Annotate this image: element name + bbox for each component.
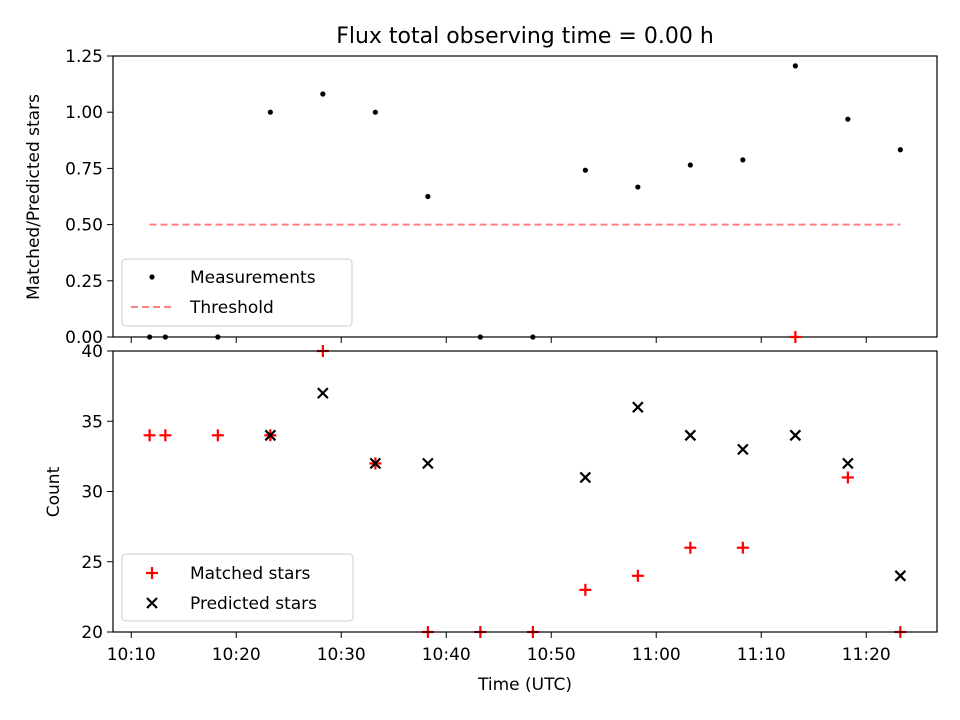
measurement-point bbox=[845, 116, 851, 122]
legend-measurements-marker bbox=[149, 274, 155, 280]
predicted-star-point bbox=[422, 457, 434, 470]
legend-matched-label: Matched stars bbox=[190, 564, 310, 584]
count-y-tick-label: 35 bbox=[81, 412, 103, 432]
measurement-point bbox=[740, 157, 746, 163]
ratio-legend-box bbox=[121, 258, 353, 327]
matched-star-point bbox=[579, 583, 592, 596]
ratio-y-tick-label: 0.00 bbox=[65, 328, 103, 348]
measurement-point bbox=[792, 63, 798, 69]
predicted-star-point bbox=[894, 570, 907, 582]
ratio-plot-marks bbox=[147, 63, 903, 340]
predicted-star-point bbox=[317, 387, 329, 399]
x-tick-label: 11:10 bbox=[737, 645, 786, 665]
count-panel: Count Time (UTC) 20 25 30 35 40 10:10 10:20 10:… bbox=[44, 330, 938, 695]
count-y-tick-label: 25 bbox=[81, 553, 103, 573]
predicted-star-point bbox=[264, 429, 277, 442]
matched-star-point bbox=[631, 569, 644, 582]
measurement-point bbox=[582, 167, 588, 173]
ratio-legend: Measurements Threshold bbox=[121, 258, 353, 327]
measurement-point bbox=[897, 147, 903, 153]
ratio-axis-ticks: 0.00 0.25 0.50 0.75 1.00 1.25 bbox=[65, 47, 867, 348]
count-axis-ticks: 20 25 30 35 40 10:10 10:20 10:30 10:40 10:50 11:00… bbox=[81, 342, 890, 665]
x-tick-label: 10:40 bbox=[422, 645, 471, 665]
count-plot-frame bbox=[112, 350, 938, 633]
legend-predicted-marker bbox=[146, 597, 158, 609]
ratio-y-tick-label: 0.50 bbox=[65, 216, 103, 236]
x-axis-label: Time (UTC) bbox=[477, 675, 572, 695]
matched-star-point bbox=[736, 541, 749, 554]
ratio-y-tick-label: 0.25 bbox=[65, 272, 103, 292]
x-tick-label: 11:00 bbox=[632, 645, 681, 665]
predicted-star-point bbox=[842, 457, 854, 470]
ratio-panel: Flux total observing time = 0.00 h Match… bbox=[24, 24, 938, 348]
predicted-star-point bbox=[737, 443, 749, 456]
predicted-star-point bbox=[789, 429, 802, 442]
predicted-star-point bbox=[684, 429, 697, 442]
measurement-point bbox=[320, 91, 326, 97]
legend-threshold-label: Threshold bbox=[189, 298, 274, 318]
legend-matched-marker bbox=[146, 567, 158, 579]
x-tick-label: 10:30 bbox=[317, 645, 366, 665]
matched-star-point bbox=[841, 471, 854, 484]
ratio-y-axis-label: Matched/Predicted stars bbox=[24, 94, 44, 300]
matched-star-point bbox=[789, 330, 802, 343]
measurement-point bbox=[635, 184, 641, 190]
matched-star-point bbox=[143, 429, 156, 442]
count-y-tick-label: 40 bbox=[81, 342, 103, 362]
x-tick-label: 10:10 bbox=[107, 645, 156, 665]
x-tick-label: 11:20 bbox=[842, 645, 891, 665]
x-tick-label: 10:50 bbox=[527, 645, 576, 665]
measurement-point bbox=[372, 109, 378, 115]
matched-star-point bbox=[211, 429, 224, 442]
matched-star-point bbox=[159, 429, 172, 442]
count-y-axis-label: Count bbox=[44, 466, 64, 517]
measurement-point bbox=[687, 162, 693, 168]
predicted-star-point bbox=[632, 401, 644, 413]
predicted-star-point bbox=[369, 457, 382, 470]
measurement-point bbox=[425, 193, 431, 200]
matched-star-point bbox=[684, 541, 697, 554]
legend-predicted-label: Predicted stars bbox=[190, 594, 317, 614]
count-y-tick-label: 20 bbox=[81, 623, 103, 643]
predicted-star-point bbox=[579, 471, 592, 484]
ratio-plot-frame bbox=[112, 55, 938, 338]
ratio-y-tick-label: 1.00 bbox=[65, 103, 103, 123]
legend-measurements-label: Measurements bbox=[190, 268, 316, 288]
count-legend: Matched stars Predicted stars bbox=[121, 553, 354, 622]
count-legend-box bbox=[121, 553, 354, 622]
x-tick-label: 10:20 bbox=[212, 645, 261, 665]
measurement-point bbox=[267, 109, 273, 115]
ratio-y-tick-label: 0.75 bbox=[65, 159, 103, 179]
count-y-tick-label: 30 bbox=[81, 483, 103, 503]
ratio-y-tick-label: 1.25 bbox=[65, 47, 103, 67]
chart-title: Flux total observing time = 0.00 h bbox=[336, 24, 714, 49]
